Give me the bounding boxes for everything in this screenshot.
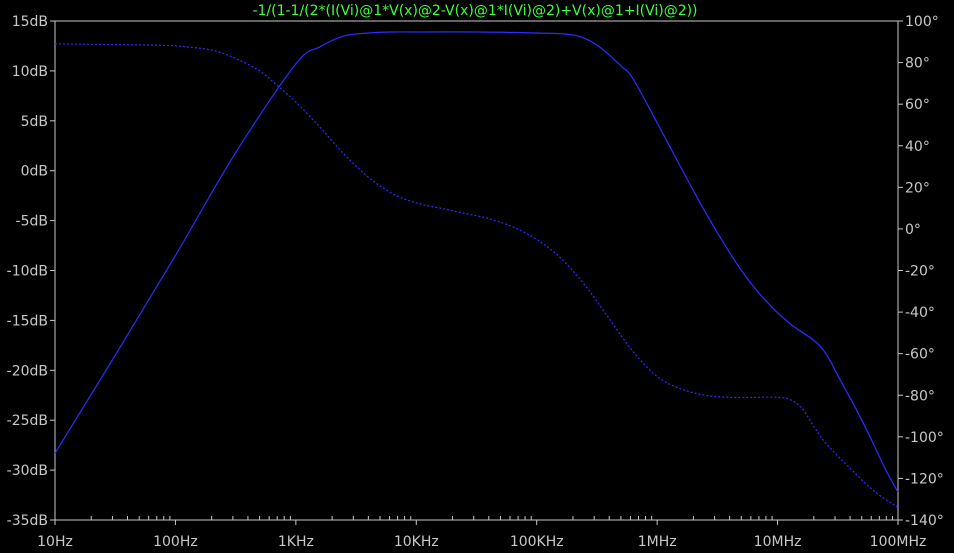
x-tick-label: 10Hz [37,534,73,550]
y-tick-label: -35dB [7,513,48,529]
y-tick-label: -10dB [7,264,48,280]
x-tick-label: 1KHz [278,534,314,550]
plot-frame [54,20,899,521]
y-tick-label: 15dB [12,14,48,30]
y-tick-label: -15dB [7,313,48,329]
y2-tick-label: -120° [905,471,944,487]
y-tick-label: 5dB [21,114,48,130]
y-tick-label: 0dB [21,164,48,180]
y2-tick-label: -40° [905,305,935,321]
minor-tick-marks [90,516,893,520]
y2-tick-label: -60° [905,347,935,363]
y2-tick-label: -140° [905,513,944,529]
y2-tick-label: -80° [905,388,935,404]
x-tick-label: 100MHz [870,534,927,550]
x-axis: 10Hz 100Hz 1KHz 10KHz 100KHz 1MHz 10MHz 100MHz [37,520,926,550]
y-tick-label: -20dB [7,363,48,379]
y2-tick-label: 100° [905,14,939,30]
y2-tick-label: 80° [905,56,930,72]
y-tick-label: -5dB [16,214,48,230]
y-tick-label: -30dB [7,463,48,479]
y-tick-label: -25dB [7,413,48,429]
x-tick-label: 1MHz [638,534,677,550]
x-tick-label: 10KHz [394,534,439,550]
y2-tick-label: 0° [905,222,921,238]
magnitude-series-line [54,31,899,493]
y2-tick-label: 20° [905,180,930,196]
y2-tick-label: -100° [905,430,944,446]
y2-tick-label: -20° [905,264,935,280]
phase-series-line [54,43,899,509]
y2-tick-label: 40° [905,139,930,155]
series-group [54,31,899,509]
chart-title: -1/(1-1/(2*(I(Vi)@1*V(x)@2-V(x)@1*I(Vi)@… [252,3,697,19]
y-tick-label: 10dB [12,64,48,80]
left-axis: 15dB 10dB 5dB 0dB -5dB -10dB -15dB -20dB -25dB -3… [7,14,55,529]
y2-tick-label: 60° [905,97,930,113]
x-tick-label: 100Hz [153,534,198,550]
x-tick-label: 10MHz [754,534,802,550]
x-tick-label: 100KHz [510,534,564,550]
right-axis: 100° 80° 60° 40° 20° 0° -20° -40° -60° -80° -100° -… [898,14,944,529]
